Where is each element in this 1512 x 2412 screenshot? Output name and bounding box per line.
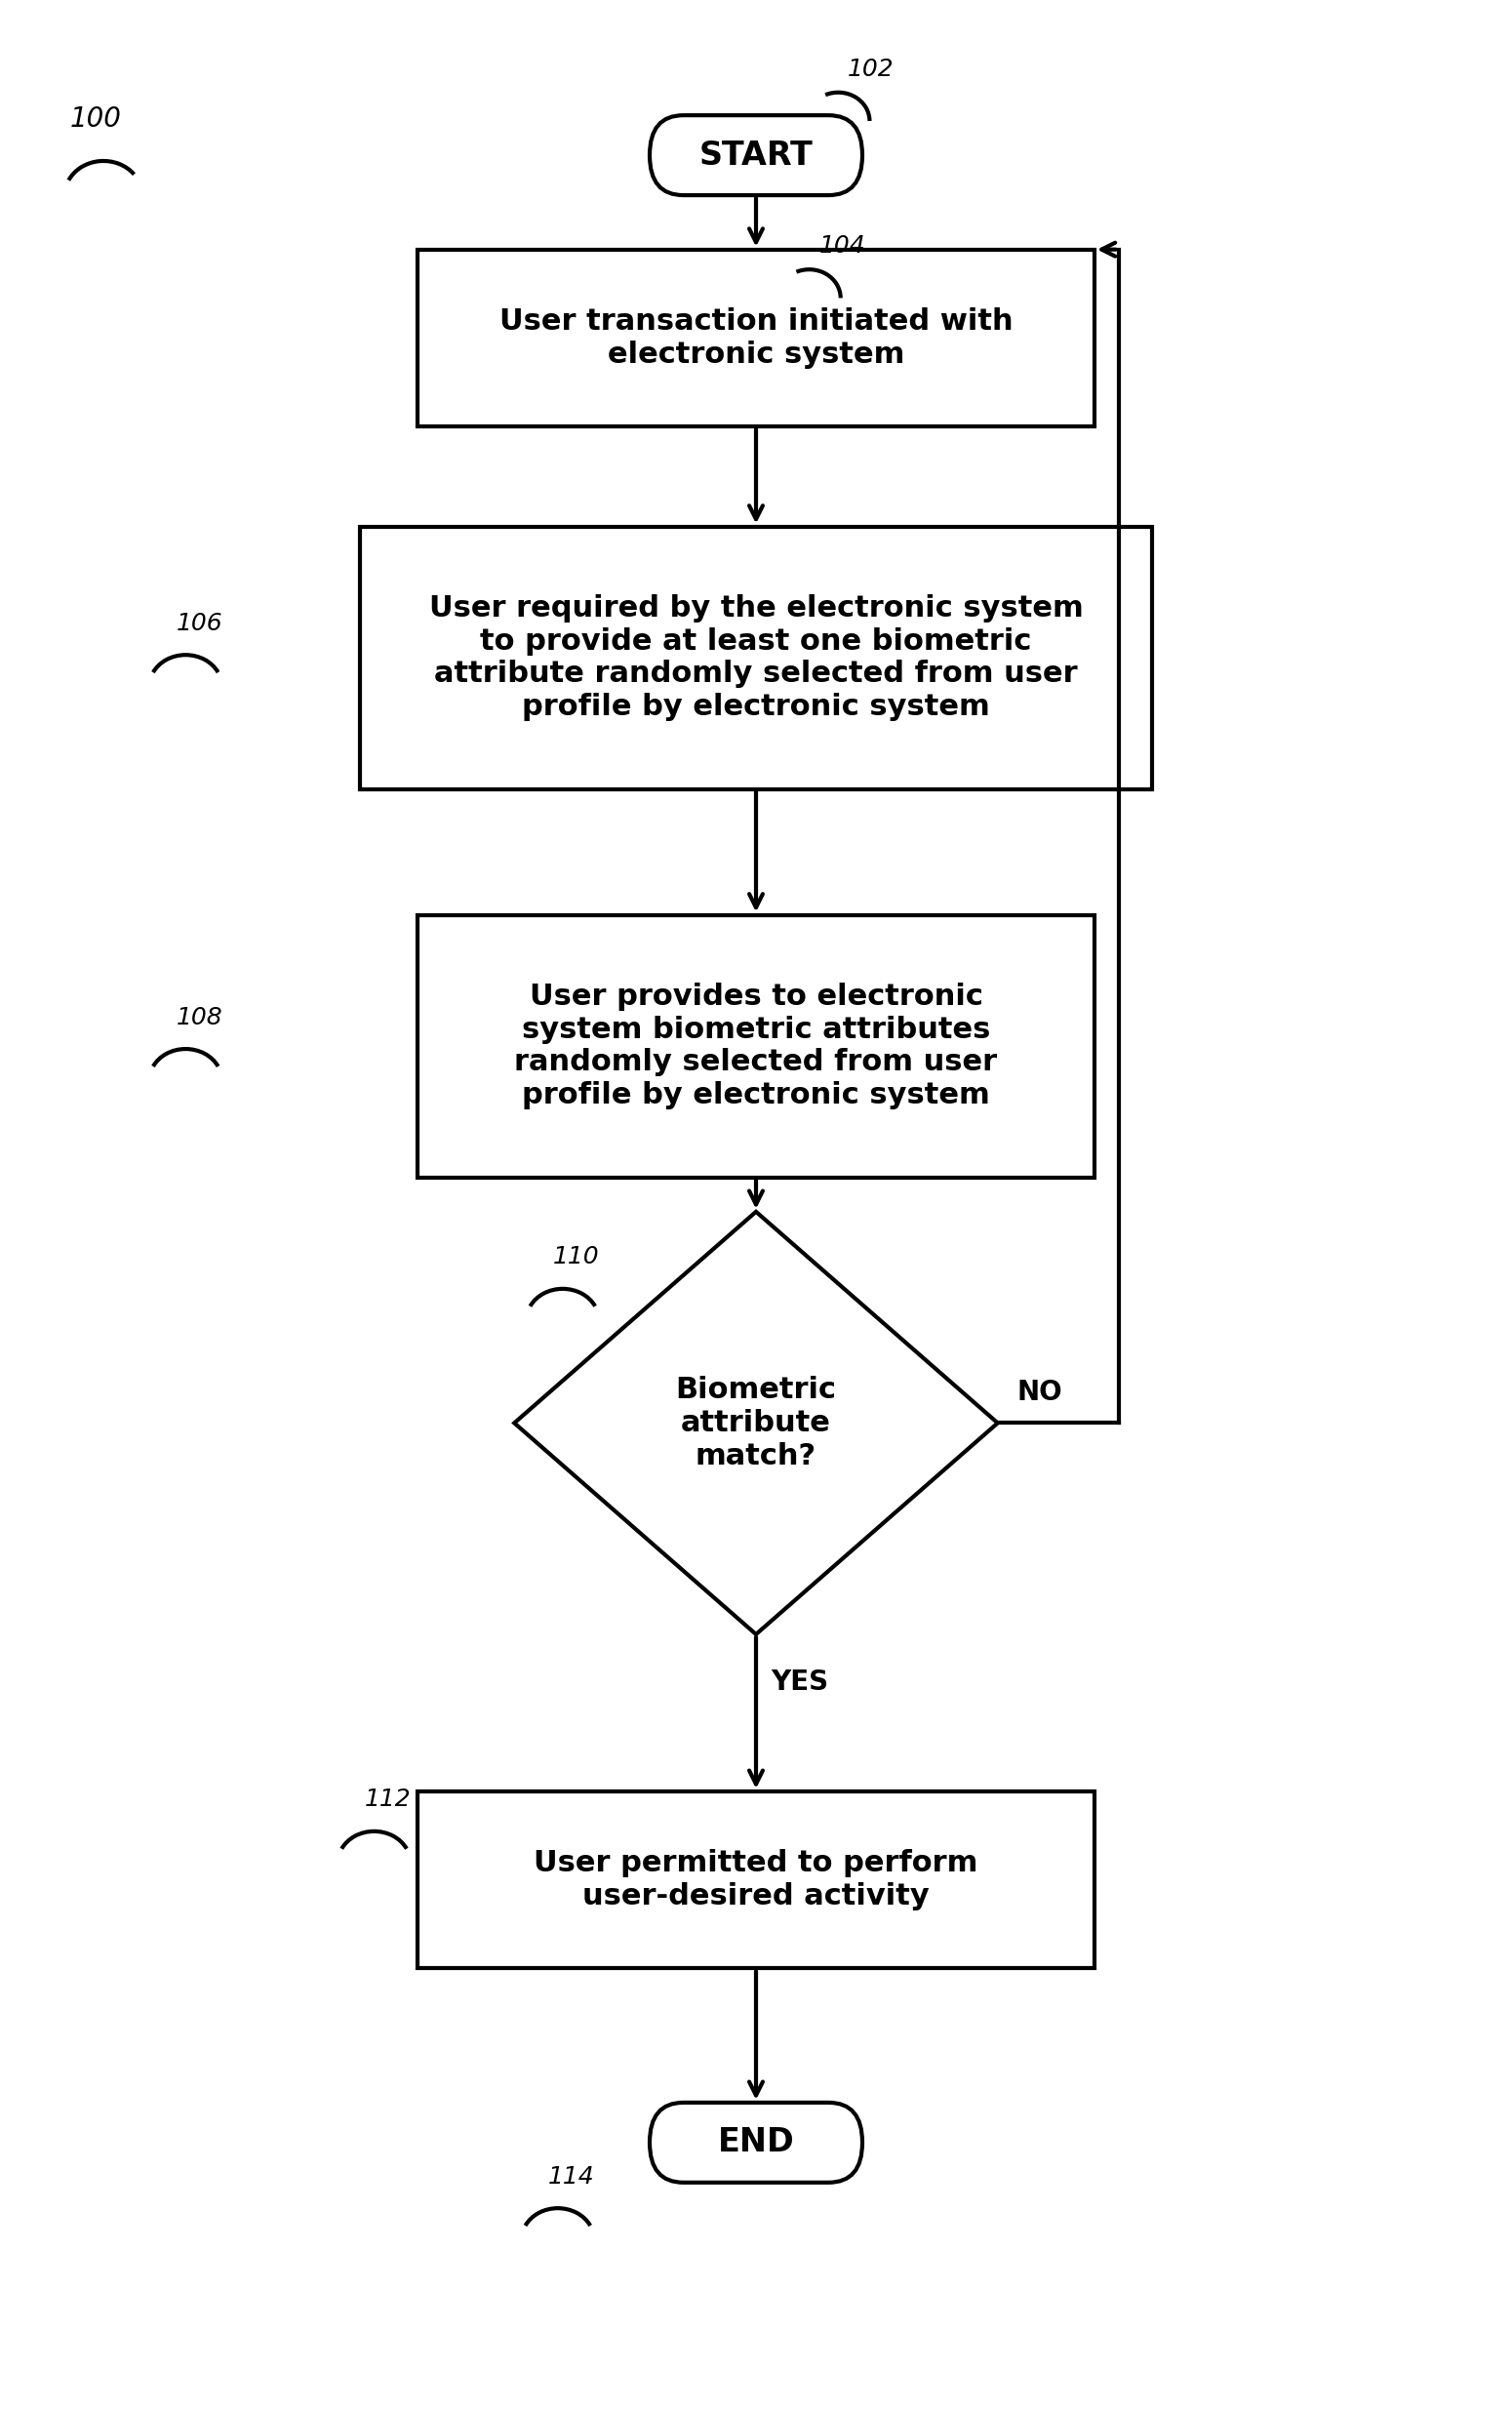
Bar [417,1792,1095,1968]
Text: 110: 110 [553,1245,599,1269]
Bar [417,248,1095,427]
FancyBboxPatch shape [650,2103,862,2183]
Text: 108: 108 [175,1006,222,1030]
Text: END: END [718,2127,794,2159]
Text: User required by the electronic system
to provide at least one biometric
attribu: User required by the electronic system t… [429,593,1083,721]
Text: NO: NO [1018,1380,1063,1406]
Text: 106: 106 [175,613,222,634]
Text: User permitted to perform
user-desired activity: User permitted to perform user-desired a… [534,1850,978,1910]
Polygon shape [514,1211,998,1635]
Text: 114: 114 [549,2166,594,2188]
Bar [360,526,1152,789]
Text: User provides to electronic
system biometric attributes
randomly selected from u: User provides to electronic system biome… [514,982,998,1110]
Bar [417,914,1095,1177]
Text: 100: 100 [70,106,121,133]
Text: 102: 102 [848,58,894,82]
Text: Biometric
attribute
match?: Biometric attribute match? [676,1377,836,1469]
FancyBboxPatch shape [650,116,862,195]
Text: YES: YES [771,1669,829,1696]
Text: 104: 104 [820,234,865,258]
Text: START: START [699,140,813,171]
Text: User transaction initiated with
electronic system: User transaction initiated with electron… [499,306,1013,369]
Text: 112: 112 [364,1787,411,1811]
